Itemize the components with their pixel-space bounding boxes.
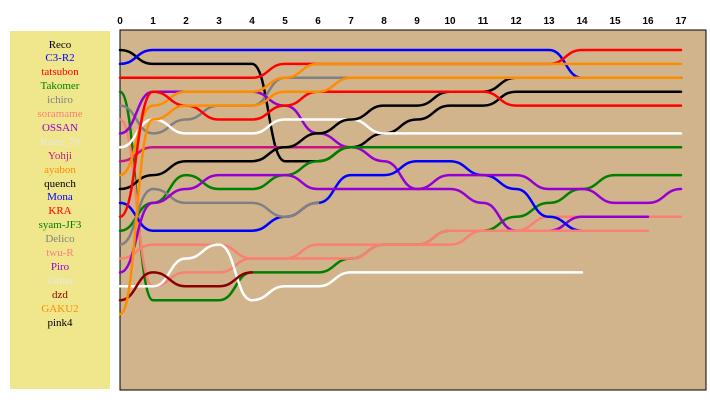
legend-entry: Mona xyxy=(47,191,73,204)
legend-entry: ayabon xyxy=(44,163,76,176)
x-axis-ticks: 0 1 2 3 4 5 6 7 8 9 10 11 12 13 14 15 16 17 xyxy=(117,16,687,27)
x-tick-label: 11 xyxy=(478,16,489,27)
legend-entry: soramame xyxy=(37,108,83,120)
legend-entry: Kazu_79 xyxy=(40,135,80,148)
x-tick-label: 17 xyxy=(675,16,687,27)
x-tick-label: 12 xyxy=(510,16,522,27)
x-tick-label: 0 xyxy=(117,16,123,27)
series-line-twu-r xyxy=(118,229,650,260)
series-line-delico xyxy=(118,187,320,246)
series-lines xyxy=(118,48,683,316)
x-tick-label: 7 xyxy=(348,16,354,27)
series-line-dzd xyxy=(118,271,254,302)
x-tick-label: 3 xyxy=(216,16,222,27)
legend-entry: twu-R xyxy=(46,247,74,259)
x-tick-label: 8 xyxy=(381,16,387,27)
legend-entry: pink4 xyxy=(47,316,73,329)
x-tick-label: 1 xyxy=(150,16,156,27)
x-tick-label: 2 xyxy=(183,16,189,27)
legend-entry: KRA xyxy=(48,205,72,218)
series-line-syam-jf3 xyxy=(118,146,683,232)
legend-entry: ichiro xyxy=(47,94,73,107)
x-tick-label: 13 xyxy=(543,16,555,27)
legend-entry: Takomer xyxy=(40,80,80,93)
legend-entry: Reco xyxy=(48,38,72,51)
series-line-reco xyxy=(118,48,683,163)
legend-entry: tatsubon xyxy=(41,66,79,79)
x-tick-label: 9 xyxy=(414,16,420,27)
plot-area xyxy=(119,29,707,391)
x-tick-label: 14 xyxy=(576,16,588,27)
series-line-piro xyxy=(118,173,683,274)
legend-entry: C3-R2 xyxy=(45,52,75,65)
legend-entry: Delico xyxy=(45,233,75,246)
series-line-ayabon xyxy=(118,62,683,177)
x-tick-label: 10 xyxy=(444,16,456,27)
legend-entry: Zither xyxy=(46,274,74,287)
legend: Reco C3-R2 tatsubon Takomer ichiro soramame OS… xyxy=(10,31,110,389)
legend-entry: dzd xyxy=(52,288,68,301)
legend-entry: quench xyxy=(44,177,76,190)
legend-entry: Piro xyxy=(50,260,70,273)
legend-entry: syam-JF3 xyxy=(38,219,82,232)
x-tick-label: 16 xyxy=(642,16,654,27)
legend-entry: OSSAN xyxy=(41,121,79,134)
series-line-kazu-79 xyxy=(118,118,683,149)
series-line-kra xyxy=(118,90,683,219)
series-line-zither xyxy=(118,243,584,302)
legend-entry: Yohji xyxy=(48,149,72,162)
series-line-gaku2 xyxy=(118,76,683,316)
series-line-mona xyxy=(118,159,617,232)
x-tick-label: 5 xyxy=(282,16,288,27)
x-tick-label: 4 xyxy=(249,16,255,27)
x-tick-label: 15 xyxy=(609,16,621,27)
legend-entry: GAKU2 xyxy=(41,302,79,315)
x-tick-label: 6 xyxy=(315,16,321,27)
